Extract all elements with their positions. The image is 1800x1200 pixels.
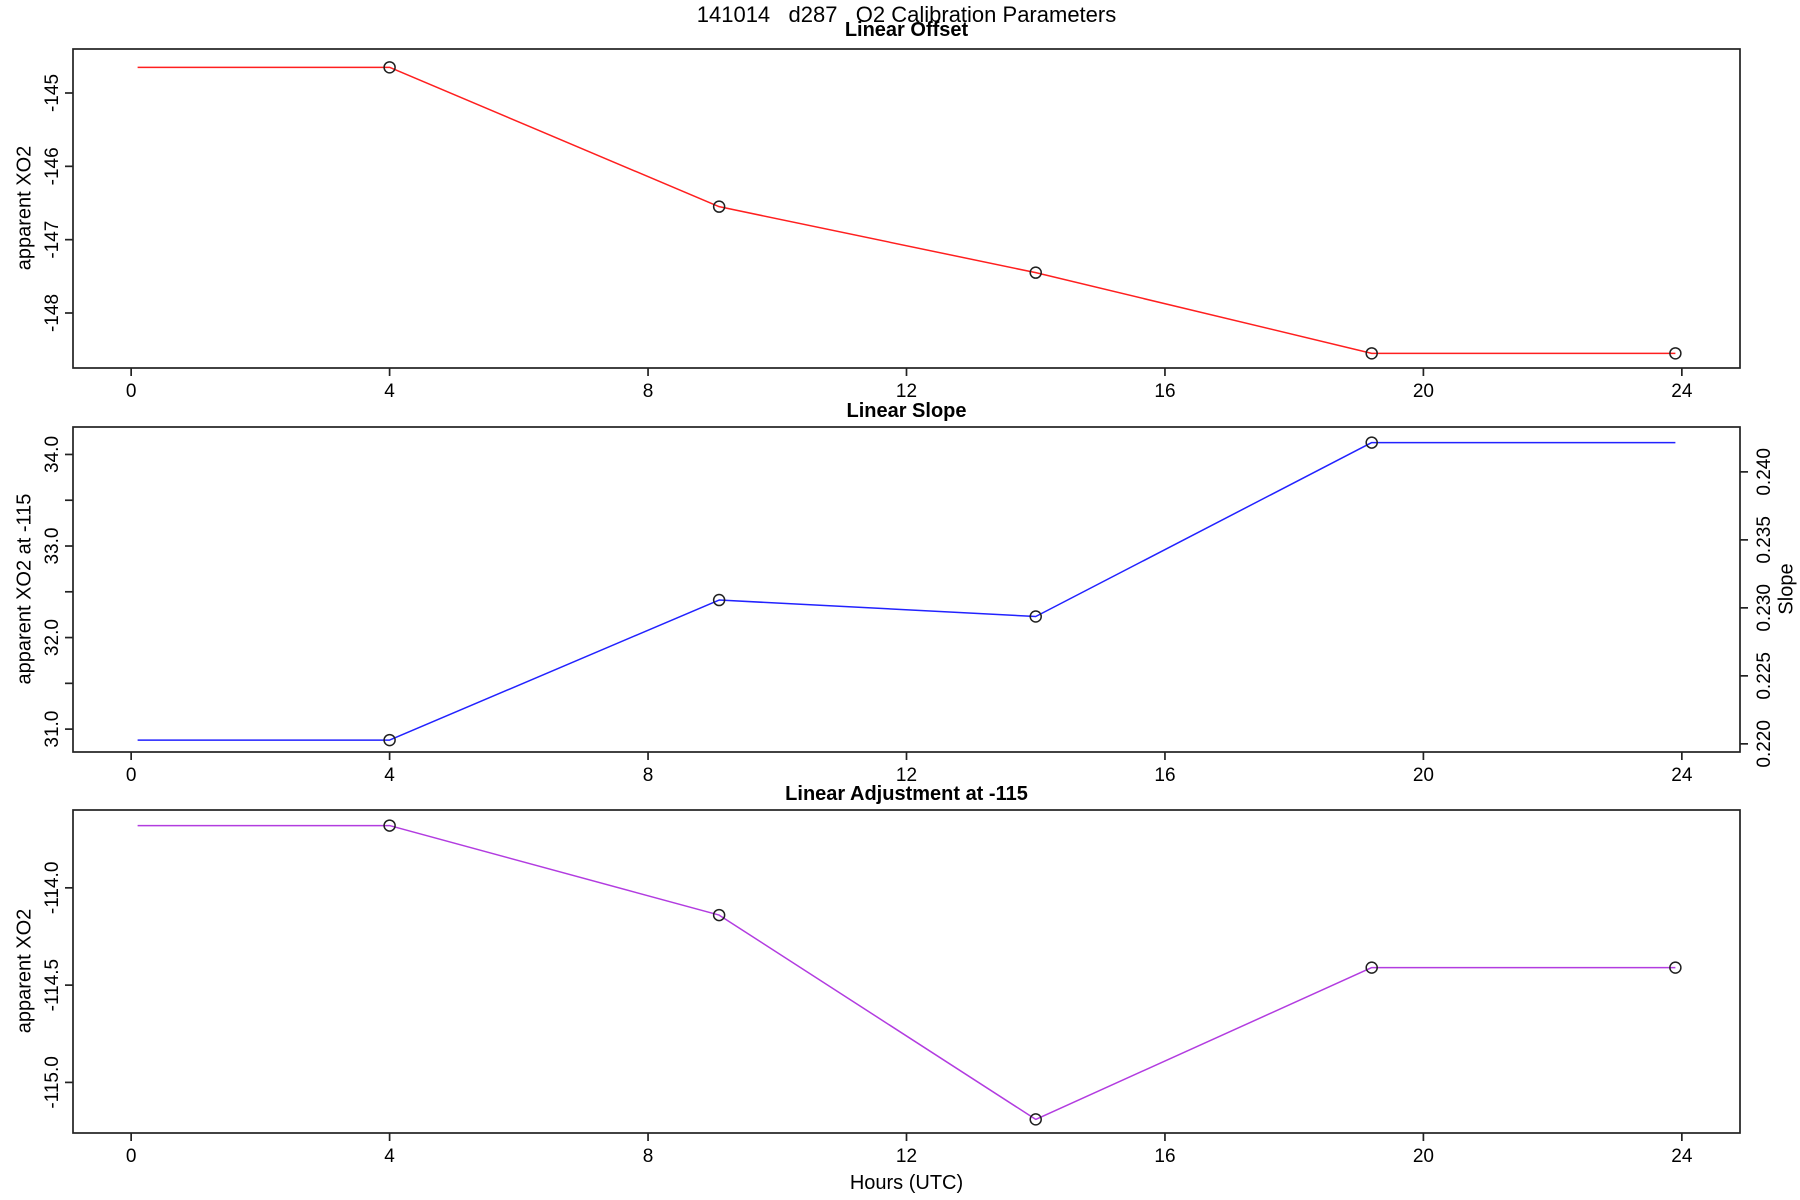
x-tick-label: 4 (384, 381, 395, 402)
linear-slope-point (712, 593, 726, 607)
y-tick-label-right: 0.235 (1754, 516, 1775, 564)
x-tick-label: 24 (1671, 1146, 1693, 1167)
y-tick-label: -115.0 (42, 1056, 63, 1108)
y-tick-label: -114.5 (42, 959, 63, 1011)
x-tick-label: 24 (1671, 381, 1693, 402)
y-tick-label: -114.0 (42, 862, 63, 914)
x-tick-label: 8 (643, 765, 654, 786)
linear-offset-point (712, 200, 726, 213)
y-axis-label-slope-right: Slope (1775, 563, 1798, 615)
y-tick-label: -145 (42, 74, 63, 112)
y-tick-label-right: 0.230 (1754, 584, 1775, 632)
x-tick-label: 8 (643, 1146, 654, 1167)
linear-offset-point (383, 61, 396, 74)
y-tick-label: -146 (42, 147, 63, 185)
linear-adjustment-point (1029, 1113, 1042, 1126)
linear-slope-point (1029, 610, 1042, 623)
y-tick-label-right: 0.225 (1754, 652, 1775, 700)
panel-1: 0 4 8 12 16 20 24 31.0 32.0 33.0 34.0 0.220 0.225 0.2… (42, 426, 1775, 786)
y-tick-label: 32.0 (42, 619, 63, 656)
linear-slope-line (137, 441, 1676, 741)
x-tick-label: 24 (1671, 765, 1693, 786)
x-tick-label: 20 (1413, 1146, 1434, 1167)
y-tick-label-right: 0.220 (1754, 720, 1775, 768)
panel-title-linear-adjustment: Linear Adjustment at -115 (785, 783, 1028, 805)
linear-adjustment-line (137, 824, 1676, 1121)
y-tick-label: 31.0 (42, 711, 63, 748)
linear-slope-point (1365, 436, 1378, 449)
x-tick-label: 20 (1413, 381, 1434, 402)
x-tick-label: 12 (896, 1146, 917, 1167)
linear-adjustment-point (712, 908, 726, 922)
x-tick-label: 0 (126, 765, 137, 786)
panel-0: 0 4 8 12 16 20 24 -145 -146 -147 -148 (42, 48, 1741, 402)
linear-offset-line (137, 66, 1676, 355)
x-tick-label: 8 (643, 381, 654, 402)
linear-offset-point (1029, 266, 1042, 279)
y-tick-label-right: 0.240 (1754, 448, 1775, 496)
linear-adjustment-point (1365, 961, 1378, 974)
x-tick-label: 16 (1154, 381, 1175, 402)
x-tick-label: 0 (126, 381, 137, 402)
plot-box (72, 48, 1741, 369)
panel-title-linear-slope: Linear Slope (846, 400, 967, 422)
x-tick-label: 4 (384, 1146, 395, 1167)
figure-title: 141014 d287 O2 Calibration Parameters (696, 2, 1117, 27)
x-tick-label: 0 (126, 1146, 137, 1167)
y-axis-label-adjustment: apparent XO2 (13, 908, 36, 1034)
linear-offset-point (1365, 347, 1378, 360)
x-tick-label: 12 (896, 381, 917, 402)
y-tick-label: 33.0 (42, 528, 63, 565)
y-tick-label: -147 (42, 221, 63, 259)
y-tick-label: 34.0 (42, 436, 63, 473)
x-tick-label: 16 (1154, 765, 1175, 786)
plot-box (72, 426, 1741, 753)
plot-box (72, 809, 1741, 1134)
y-axis-label-slope-left: apparent XO2 at -115 (13, 493, 36, 685)
linear-adjustment-point (1669, 961, 1682, 974)
linear-offset-point (1669, 347, 1682, 360)
linear-adjustment-point (383, 819, 396, 832)
x-tick-label: 12 (896, 765, 917, 786)
x-axis-label: Hours (UTC) (849, 1172, 964, 1194)
panel-2: 0 4 8 12 16 20 24 -114.0 -114.5 -115.0 (42, 809, 1741, 1167)
y-tick-label: -148 (42, 294, 63, 332)
x-tick-label: 20 (1413, 765, 1434, 786)
y-axis-label-offset: apparent XO2 (13, 145, 36, 271)
x-tick-label: 4 (384, 765, 395, 786)
linear-slope-point (383, 733, 396, 747)
panel-title-linear-offset: Linear Offset (844, 19, 969, 41)
x-tick-label: 16 (1154, 1146, 1175, 1167)
